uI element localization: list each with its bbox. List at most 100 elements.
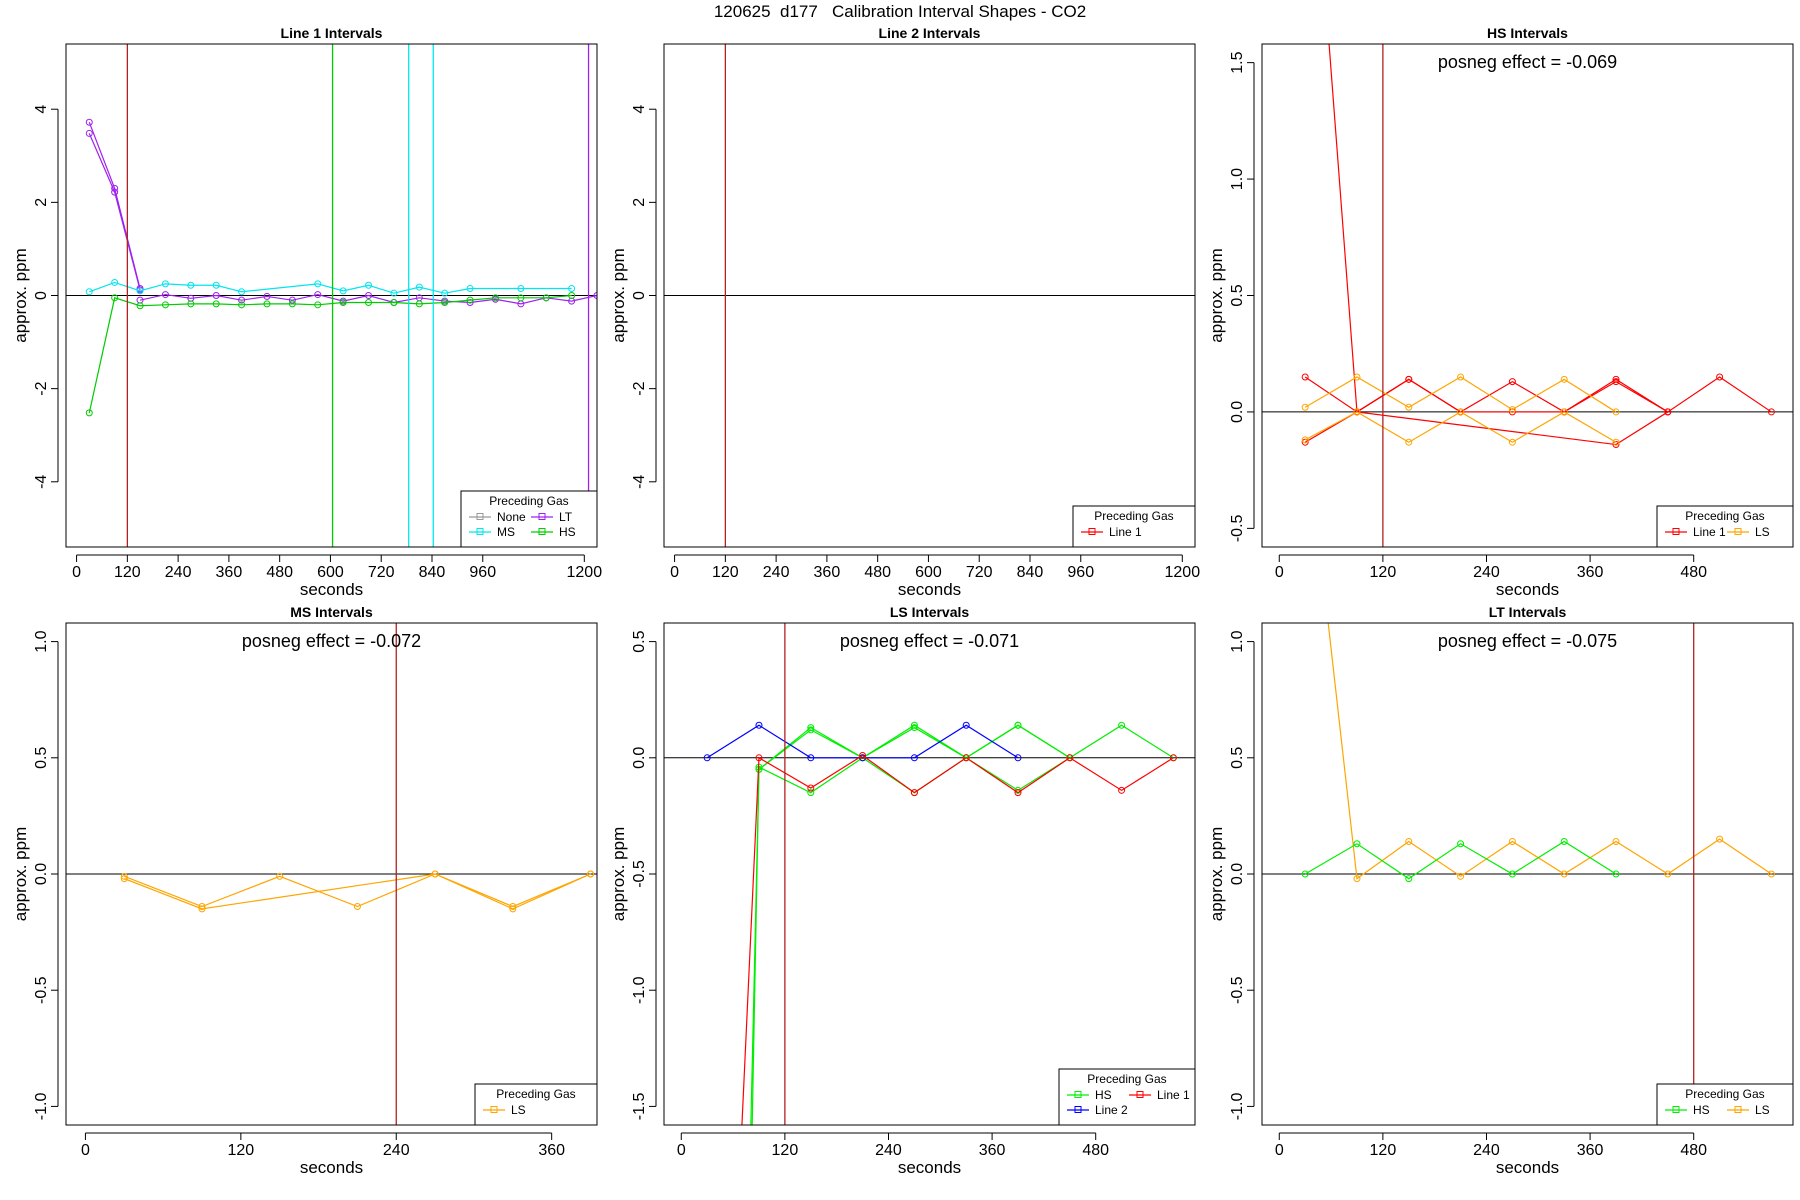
y-axis-label: approx. ppm — [609, 827, 628, 922]
x-tick-label: 960 — [469, 564, 496, 581]
posneg-annotation: posneg effect = -0.069 — [1438, 52, 1617, 72]
x-tick-label: 0 — [1275, 564, 1284, 581]
legend-swatch-marker — [538, 513, 546, 520]
data-point — [161, 280, 169, 288]
y-tick-label: 0.5 — [33, 747, 50, 769]
legend-label: HS — [1693, 1103, 1710, 1117]
panel-title: LT Intervals — [1489, 604, 1567, 620]
series-line — [89, 281, 572, 294]
data-point — [568, 285, 576, 293]
data-point — [431, 870, 439, 878]
data-point — [198, 903, 206, 911]
x-tick-label: 360 — [979, 1142, 1006, 1159]
plot-frame — [663, 43, 1196, 548]
data-point — [365, 298, 373, 306]
data-point — [1301, 436, 1309, 444]
data-point — [1716, 373, 1724, 381]
x-tick-label: 240 — [1473, 1142, 1500, 1159]
x-axis: 0 120 240 360 480 — [1275, 1132, 1707, 1159]
data-point — [807, 789, 815, 797]
data-point — [1508, 438, 1516, 446]
y-tick-label: 1.5 — [1229, 51, 1246, 73]
legend-label: MS — [497, 525, 515, 539]
data-point — [807, 784, 815, 792]
data-point — [1405, 403, 1413, 411]
series-line — [88, 133, 141, 291]
x-tick-label: 240 — [875, 1142, 902, 1159]
data-point — [517, 285, 525, 293]
data-point — [1301, 403, 1309, 411]
legend-label: Line 2 — [1095, 1103, 1128, 1117]
series-ms — [85, 278, 576, 297]
legend-label: None — [497, 510, 526, 524]
legend-label: Line 1 — [1693, 525, 1726, 539]
legend-entry: LS — [1727, 1103, 1770, 1117]
data-point — [1301, 870, 1309, 878]
x-tick-label: 480 — [864, 564, 891, 581]
y-tick-label: 0.5 — [631, 630, 648, 652]
y-tick-label: 0.0 — [1229, 863, 1246, 885]
x-tick-label: 120 — [1370, 1142, 1397, 1159]
data-point — [1612, 438, 1620, 446]
legend-entry: None — [469, 510, 526, 524]
posneg-annotation: posneg effect = -0.075 — [1438, 631, 1617, 651]
data-point — [85, 409, 93, 417]
series-ls — [1301, 373, 1620, 416]
y-tick-label: -1.0 — [33, 1093, 50, 1121]
data-point — [509, 903, 517, 911]
data-point — [1560, 408, 1568, 416]
legend-box — [1058, 1068, 1196, 1126]
y-tick-label: 1.0 — [1229, 630, 1246, 652]
panel-5: LS Intervals seconds approx. ppm 0 120 240 360… — [609, 604, 1196, 1177]
legend-title: Preceding Gas — [1685, 509, 1764, 523]
series-hs — [751, 724, 1074, 1125]
x-axis: 0 120 240 360 480 600 720 840 960 1200 — [72, 554, 602, 581]
data-point — [415, 283, 423, 291]
data-point — [339, 298, 347, 306]
data-point — [1457, 408, 1465, 416]
x-tick-label: 0 — [1275, 1142, 1284, 1159]
legend-label: HS — [1095, 1088, 1112, 1102]
data-point — [136, 287, 144, 295]
plot-area — [66, 623, 597, 1125]
legend-box — [1656, 1083, 1794, 1126]
data-point — [339, 287, 347, 295]
y-tick-label: 1.0 — [1229, 168, 1246, 190]
panel-3: HS Intervals seconds approx. ppm 0 120 240 360… — [1207, 25, 1794, 599]
x-axis: 0 120 240 360 480 600 720 840 960 1200 — [670, 554, 1200, 581]
panel-title: MS Intervals — [290, 604, 373, 620]
legend-box — [460, 490, 598, 548]
legend: Preceding Gas LS — [474, 1083, 598, 1126]
y-tick-label: -0.5 — [631, 860, 648, 888]
y-axis-label: approx. ppm — [11, 827, 30, 922]
data-point — [111, 294, 119, 302]
legend-entry: HS — [531, 525, 576, 539]
legend-entry: Line 1 — [1665, 525, 1726, 539]
data-point — [1767, 870, 1775, 878]
posneg-annotation: posneg effect = -0.071 — [840, 631, 1019, 651]
y-tick-label: -4 — [631, 475, 648, 489]
y-axis: -1.0 -0.5 0.0 0.5 1.0 — [33, 630, 59, 1121]
data-point — [136, 302, 144, 310]
data-point — [314, 280, 322, 288]
series-hs — [1301, 837, 1620, 883]
data-point — [1353, 840, 1361, 848]
x-axis: 0 120 240 360 480 — [1275, 554, 1707, 581]
data-point — [1014, 789, 1022, 797]
data-point — [1014, 721, 1022, 729]
data-point — [1560, 870, 1568, 878]
data-point — [1716, 835, 1724, 843]
data-point — [415, 300, 423, 308]
y-tick-label: 0.0 — [1229, 401, 1246, 423]
x-axis-label: seconds — [898, 580, 961, 599]
legend-swatch-marker — [1734, 1106, 1742, 1113]
x-tick-label: 480 — [1680, 1142, 1707, 1159]
data-point — [1612, 870, 1620, 878]
series-line — [1328, 44, 1669, 446]
series-line — [139, 293, 597, 305]
panel-title: LS Intervals — [890, 604, 970, 620]
data-point — [509, 905, 517, 913]
data-point — [120, 872, 128, 880]
legend: Preceding Gas None LT MS HS — [460, 490, 598, 548]
